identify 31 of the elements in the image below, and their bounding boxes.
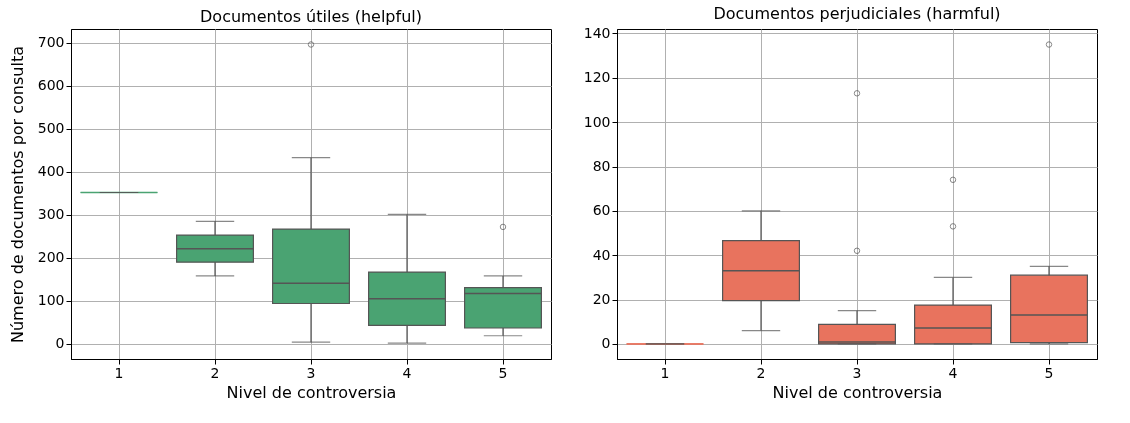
x-tick-label: 2: [756, 364, 766, 381]
y-tick-label: 140: [583, 24, 611, 41]
y-tick-label: 700: [37, 34, 65, 51]
y-tick-label: 80: [592, 158, 611, 174]
y-tick-label: 0: [55, 335, 65, 352]
y-tick-label: 200: [37, 249, 65, 266]
y-tick-label: 0: [601, 335, 611, 352]
y-tick-label: 60: [592, 202, 611, 219]
x-axis-title: Nivel de controversia: [772, 382, 943, 402]
x-axis-title: Nivel de controversia: [226, 382, 397, 402]
chart-title: Documentos perjudiciales (harmful): [713, 4, 1001, 24]
y-tick-label: 300: [37, 206, 65, 223]
x-tick-label: 1: [114, 364, 124, 381]
y-tick-label: 600: [37, 77, 65, 94]
x-tick-label: 5: [1044, 364, 1054, 381]
y-tick-label: 100: [37, 292, 65, 309]
x-tick-label: 2: [210, 364, 220, 381]
y-tick-label: 400: [37, 163, 65, 180]
x-tick-label: 4: [402, 364, 412, 381]
x-tick-label: 3: [306, 364, 316, 381]
y-tick-label: 20: [592, 291, 611, 308]
y-tick-label: 100: [583, 113, 611, 130]
x-tick-label: 1: [660, 364, 670, 381]
chart-title: Documentos útiles (helpful): [200, 7, 422, 26]
y-axis-title: Número de documentos por consulta: [7, 46, 27, 343]
y-tick-label: 500: [37, 120, 65, 137]
y-tick-label: 120: [583, 69, 611, 86]
x-tick-label: 5: [498, 364, 508, 381]
x-tick-label: 3: [852, 364, 862, 381]
x-tick-label: 4: [948, 364, 958, 381]
y-tick-label: 40: [592, 246, 611, 263]
